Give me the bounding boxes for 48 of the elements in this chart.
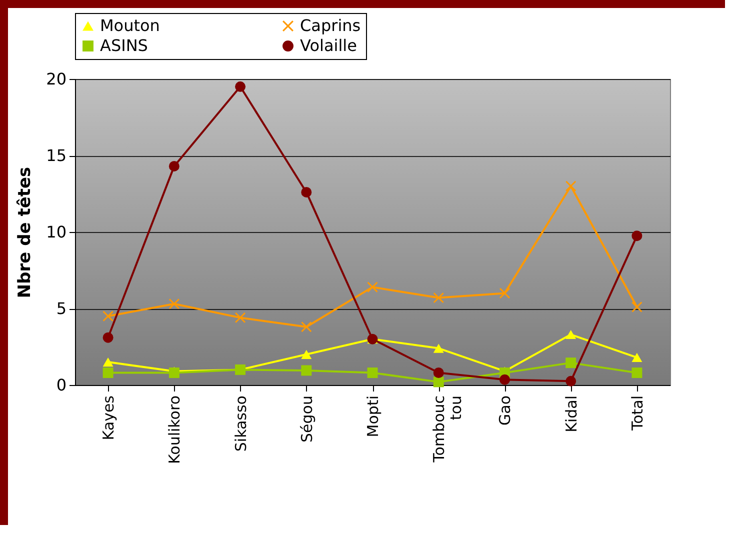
x-tick-label: Gao xyxy=(496,396,514,426)
legend-label: Caprins xyxy=(300,16,361,35)
point xyxy=(433,376,444,388)
legend-label: ASINS xyxy=(100,36,148,55)
point xyxy=(499,288,510,298)
point xyxy=(367,282,378,292)
point xyxy=(301,365,312,376)
y-tick-label: 20 xyxy=(46,70,66,88)
point xyxy=(301,322,312,332)
x-tick-label: Ségou xyxy=(298,396,316,442)
y-tick-label: 15 xyxy=(46,146,66,165)
point xyxy=(168,160,180,172)
point xyxy=(102,332,114,343)
point xyxy=(301,186,312,198)
point xyxy=(566,180,576,192)
point xyxy=(235,312,246,323)
point xyxy=(102,358,114,367)
y-tick-label: 5 xyxy=(56,299,66,318)
x-tick-label: Mopti xyxy=(364,396,382,438)
legend-label: Mouton xyxy=(100,16,160,35)
y-tick-label: 0 xyxy=(56,376,66,394)
point xyxy=(433,292,444,304)
point xyxy=(102,368,114,378)
point xyxy=(566,330,576,340)
legend-label: Volaille xyxy=(300,36,357,55)
y-axis-title: Nbre de têtes xyxy=(15,166,36,298)
point xyxy=(235,81,246,92)
point xyxy=(632,230,642,242)
point xyxy=(168,368,180,378)
point xyxy=(632,352,642,362)
point xyxy=(102,310,114,322)
point xyxy=(367,368,378,378)
x-tick-label: Kidal xyxy=(562,396,580,432)
point xyxy=(499,374,510,385)
x-tick-label: Total xyxy=(628,396,646,432)
point xyxy=(632,368,642,378)
x-tick-label: Sikasso xyxy=(232,396,250,452)
point xyxy=(168,298,180,310)
x-tick-label: Kayes xyxy=(100,395,118,440)
point xyxy=(433,344,444,353)
x-tick-label: Tombouc tou xyxy=(430,396,466,464)
point xyxy=(433,368,444,378)
point xyxy=(566,376,576,386)
point xyxy=(632,302,642,312)
y-tick-label: 10 xyxy=(46,222,66,242)
point xyxy=(566,358,576,368)
x-tick-label: Koulikoro xyxy=(166,396,184,464)
point xyxy=(301,350,312,359)
